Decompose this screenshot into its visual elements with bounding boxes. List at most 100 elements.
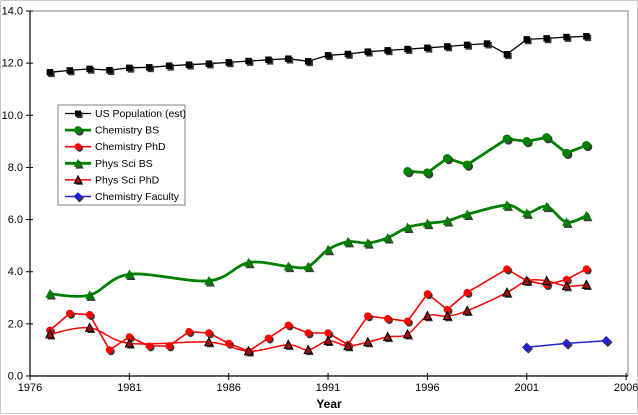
- us-population-est-marker: [503, 51, 511, 58]
- us-population-est-line: [49, 35, 588, 73]
- us-population-est-marker: [384, 47, 391, 54]
- phys-sci-bs-marker: [422, 218, 432, 228]
- chemistry-phd-marker: [324, 329, 332, 337]
- phys-sci-phd-marker: [521, 275, 532, 285]
- us-population-est-marker: [424, 44, 431, 52]
- phys-sci-bs-marker: [45, 288, 55, 298]
- chemistry-phd-marker: [364, 312, 372, 320]
- y-tick-label: 12.0: [2, 58, 23, 70]
- us-population-est-marker: [265, 56, 272, 64]
- x-tick-label: 2001: [515, 382, 539, 394]
- chemistry-phd-marker: [423, 290, 432, 298]
- us-population-est-marker: [543, 35, 550, 42]
- phys-sci-phd-marker: [323, 335, 333, 345]
- chemistry-bs-marker: [423, 168, 432, 177]
- x-axis-title: Year: [316, 397, 342, 411]
- legend-entry-phys-sci-bs: Phys Sci BS: [65, 158, 153, 170]
- chemistry-phd-marker: [125, 333, 134, 341]
- x-tick-label: 2006: [614, 382, 638, 394]
- y-tick-label: 6.0: [8, 214, 23, 226]
- x-tick-label: 1976: [18, 382, 42, 394]
- phys-sci-phd-marker: [84, 322, 95, 332]
- phys-sci-phd-marker: [343, 340, 353, 351]
- phys-sci-bs-marker: [403, 222, 413, 232]
- chemistry-phd-marker: [205, 329, 213, 337]
- phys-sci-phd-marker: [402, 328, 413, 339]
- x-tick-label: 1981: [117, 382, 141, 394]
- phys-sci-phd-marker: [422, 310, 433, 321]
- us-population-est-marker: [145, 64, 153, 71]
- chemistry-bs-marker: [442, 154, 452, 163]
- y-tick-label: 4.0: [8, 266, 23, 278]
- phys-sci-phd-marker: [442, 310, 453, 321]
- phys-sci-bs-marker: [323, 244, 333, 254]
- chemistry-phd-marker: [304, 329, 312, 337]
- phys-sci-bs-marker: [462, 209, 472, 219]
- legend-entry-chemistry-faculty: Chemistry Faculty: [65, 191, 180, 203]
- us-population-est-marker: [225, 59, 232, 66]
- us-population-est-marker: [463, 41, 471, 49]
- series-us-population-est: [46, 33, 592, 78]
- phys-sci-phd-marker: [502, 287, 512, 297]
- legend-triangle-icon: [73, 158, 83, 168]
- legend: US Population (est) Chemistry BS Chemistry…: [57, 104, 186, 206]
- phys-sci-bs-marker: [303, 261, 313, 271]
- y-tick-label: 8.0: [8, 162, 23, 174]
- legend-label: Chemistry BS: [95, 125, 159, 137]
- chemistry-phd-marker: [185, 327, 193, 336]
- chemistry-bs-marker: [562, 148, 571, 158]
- legend-label: Phys Sci PhD: [95, 174, 160, 186]
- us-population-est-marker: [126, 64, 133, 72]
- phys-sci-bs-marker: [561, 217, 571, 227]
- legend-entry-chemistry-phd: Chemistry PhD: [65, 141, 166, 153]
- phys-sci-phd-marker: [362, 336, 373, 347]
- chemistry-phd-marker: [165, 342, 173, 350]
- phys-sci-bs-marker: [343, 236, 353, 246]
- chemistry-phd-marker: [383, 314, 392, 323]
- chemistry-faculty-marker: [561, 338, 572, 349]
- legend-label: Chemistry Faculty: [95, 191, 180, 203]
- series-chemistry-bs: [403, 133, 593, 179]
- series-chemistry-faculty: [522, 336, 613, 354]
- phys-sci-bs-marker: [383, 232, 393, 242]
- chemistry-phd-marker: [66, 309, 74, 318]
- phys-sci-phd-marker: [561, 280, 572, 291]
- legend-entry-chemistry-bs: Chemistry BS: [65, 125, 159, 137]
- chemistry-phd-marker: [503, 265, 511, 273]
- us-population-est-marker: [523, 36, 530, 43]
- phys-sci-phd-marker: [462, 305, 472, 315]
- phys-sci-bs-marker: [363, 238, 373, 248]
- chemistry-bs-marker: [582, 140, 591, 150]
- chemistry-phd-marker: [463, 288, 471, 297]
- us-population-est-marker: [324, 52, 332, 59]
- phys-sci-phd-marker: [541, 275, 552, 285]
- chemistry-bs-marker: [522, 137, 532, 146]
- us-population-est-marker: [404, 45, 411, 53]
- us-population-est-marker: [364, 48, 372, 55]
- legend-box: [57, 104, 186, 206]
- us-population-est-marker: [66, 67, 73, 74]
- chemistry-bs-marker: [403, 167, 412, 176]
- chemistry-faculty-marker: [522, 342, 532, 353]
- chemistry-phd-marker: [443, 305, 451, 314]
- legend-label: US Population (est): [95, 108, 186, 120]
- phys-sci-phd-marker: [204, 336, 214, 347]
- y-tick-label: 14.0: [2, 6, 23, 18]
- phys-sci-phd-marker: [45, 328, 55, 339]
- legend-entry-us-population-est: US Population (est): [65, 108, 186, 120]
- phys-sci-bs-marker: [581, 210, 591, 220]
- us-population-est-marker: [344, 50, 352, 58]
- series-phys-sci-phd: [45, 275, 592, 357]
- legend-label: Chemistry PhD: [95, 141, 166, 153]
- legend-label: Phys Sci BS: [95, 158, 153, 170]
- us-population-est-marker: [563, 33, 570, 41]
- legend-entry-phys-sci-phd: Phys Sci PhD: [65, 174, 160, 186]
- chemistry-phd-marker: [105, 346, 114, 354]
- chemistry-faculty-marker: [601, 336, 611, 346]
- us-population-est-marker: [483, 40, 491, 47]
- phys-sci-bs-marker: [442, 215, 452, 225]
- y-tick-label: 2.0: [8, 318, 23, 330]
- phys-sci-phd-marker: [303, 344, 313, 355]
- chemistry-phd-marker: [403, 317, 412, 325]
